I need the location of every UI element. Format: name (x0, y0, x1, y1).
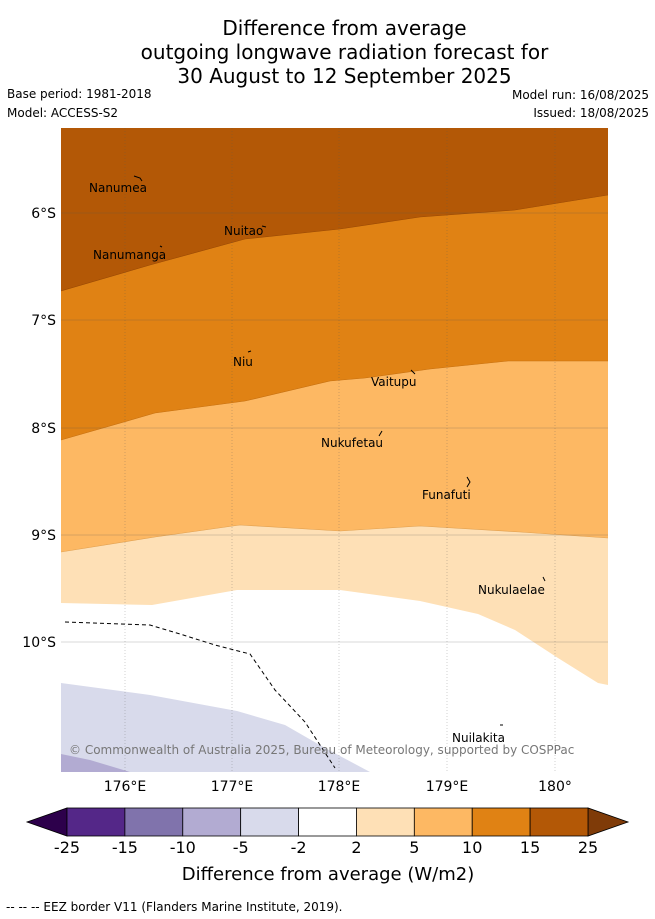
lat-label-10s: 10°S (22, 635, 56, 651)
colorbar-label-6: 5 (409, 838, 419, 857)
lon-label-176e: 176°E (104, 779, 147, 795)
place-label-nuilakita: Nuilakita (452, 731, 505, 745)
contour-10 (61, 360, 608, 441)
island-shapes (133, 175, 546, 726)
colorbar-swatch-8 (529, 807, 589, 837)
contour-15 (61, 194, 608, 292)
chart-title: Difference from average outgoing longwav… (0, 16, 655, 88)
colorbar-labels: -25 -15 -10 -5 -2 2 5 10 15 25 (54, 838, 598, 857)
band-minus5-minus2 (61, 683, 370, 772)
lat-label-7s: 7°S (31, 313, 56, 329)
title-line-3: 30 August to 12 September 2025 (177, 64, 512, 88)
copyright-notice: © Commonwealth of Australia 2025, Bureau… (69, 743, 574, 757)
lat-gridlines (61, 212, 608, 643)
island-nukulaelae (542, 576, 546, 582)
place-label-niu: Niu (233, 355, 253, 369)
colorbar-swatch-2 (182, 807, 242, 837)
map-fill-layers: Nanumea Nuitao Nanumanga Niu Vaitupu Nuk… (61, 128, 608, 772)
place-label-nukufetau: Nukufetau (321, 436, 383, 450)
lat-label-8s: 8°S (31, 421, 56, 437)
model-name: Model: ACCESS-S2 (7, 106, 119, 120)
island-nanumea (133, 175, 143, 182)
place-label-funafuti: Funafuti (422, 488, 471, 502)
colorbar-swatch-3 (240, 807, 299, 837)
title-line-2: outgoing longwave radiation forecast for (140, 40, 549, 64)
colorbar-swatch-4 (298, 807, 357, 837)
colorbar-swatch-0 (66, 807, 126, 837)
colorbar-swatch-5 (356, 807, 415, 837)
colorbar-swatch-6 (413, 807, 473, 837)
lon-gridlines (124, 128, 556, 772)
lat-label-9s: 9°S (31, 528, 56, 544)
colorbar-label-1: -15 (112, 838, 138, 857)
lat-label-6s: 6°S (31, 206, 56, 222)
colorbar (25, 807, 630, 837)
colorbar-under-arrow (25, 807, 68, 837)
colorbar-label-4: -2 (291, 838, 307, 857)
place-label-nuitao: Nuitao (224, 224, 263, 238)
place-label-nukulaelae: Nukulaelae (478, 583, 545, 597)
colorbar-label-5: 2 (351, 838, 361, 857)
island-vaitupu (410, 369, 416, 375)
colorbar-swatch-7 (471, 807, 531, 837)
island-nuitao (261, 225, 267, 228)
lon-label-180: 180° (538, 779, 572, 795)
lon-label-177e: 177°E (211, 779, 254, 795)
contour-5 (61, 524, 608, 553)
colorbar-label-7: 10 (462, 838, 482, 857)
island-nanumanga (159, 245, 163, 248)
lon-label-179e: 179°E (426, 779, 469, 795)
colorbar-swatch-1 (124, 807, 184, 837)
colorbar-label-8: 15 (520, 838, 540, 857)
place-label-vaitupu: Vaitupu (371, 375, 417, 389)
band-minus10-minus5 (61, 754, 130, 772)
colorbar-title: Difference from average (W/m2) (182, 864, 474, 885)
colorbar-label-0: -25 (54, 838, 80, 857)
issued-date: Issued: 18/08/2025 (533, 106, 649, 120)
colorbar-label-2: -10 (170, 838, 196, 857)
lon-label-178e: 178°E (318, 779, 361, 795)
title-line-1: Difference from average (222, 16, 467, 40)
model-run: Model run: 16/08/2025 (511, 88, 649, 102)
island-nukufetau (378, 430, 383, 437)
eez-footnote: -- -- -- EEZ border V11 (Flanders Marine… (6, 900, 343, 914)
eez-border (64, 621, 336, 769)
place-label-nanumea: Nanumea (89, 181, 147, 195)
place-label-nanumanga: Nanumanga (93, 248, 166, 262)
base-period: Base period: 1981-2018 (7, 87, 152, 101)
forecast-map: Nanumea Nuitao Nanumanga Niu Vaitupu Nuk… (22, 128, 630, 885)
colorbar-over-arrow (587, 807, 630, 837)
colorbar-label-9: 25 (578, 838, 598, 857)
colorbar-label-3: -5 (233, 838, 249, 857)
island-niu (247, 350, 252, 353)
island-funafuti (466, 476, 471, 488)
